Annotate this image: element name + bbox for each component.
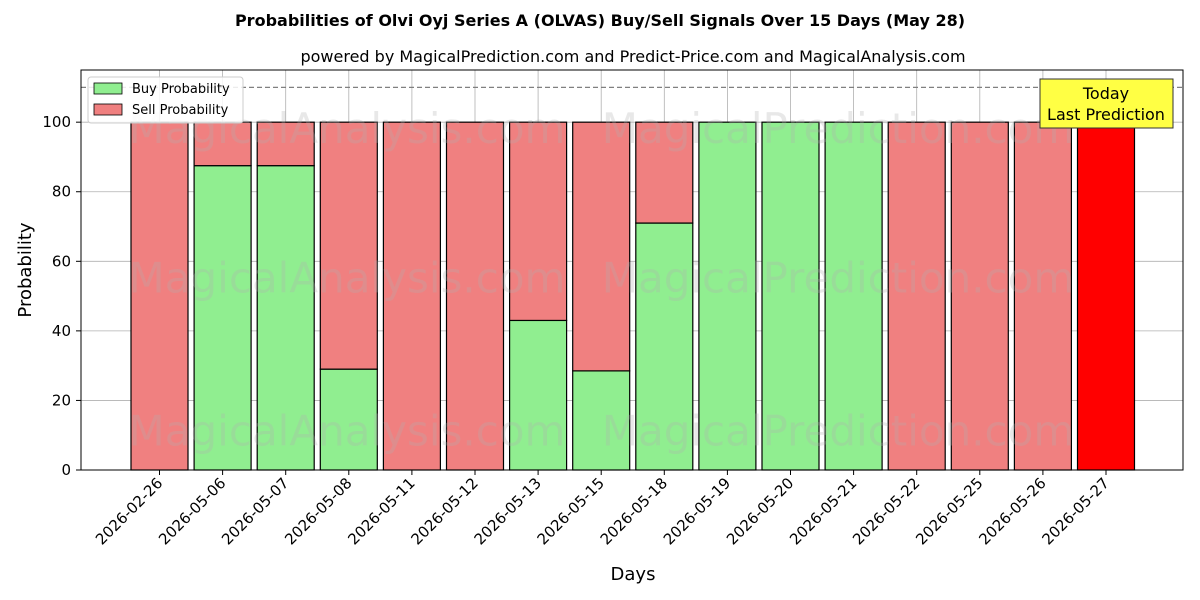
x-tick-label-13: 2026-05-25 [912, 474, 986, 548]
x-tick-label-5: 2026-05-12 [407, 474, 481, 548]
x-tick-label-12: 2026-05-22 [849, 474, 923, 548]
bar-buy-9 [698, 121, 757, 471]
watermark-1-a: MagicalAnalysis.com [129, 254, 566, 303]
y-tick-label-0: 0 [61, 461, 71, 479]
x-axis-label: Days [611, 564, 656, 585]
bar-buy-8 [635, 222, 694, 471]
bar-sell-6 [509, 121, 568, 322]
bar-buy-7 [572, 370, 631, 471]
y-tick-label-3: 60 [52, 252, 71, 270]
x-tick-label-14: 2026-05-26 [975, 474, 1049, 548]
watermark-2-b: MagicalPrediction.com [602, 407, 1075, 456]
x-tick-label-9: 2026-05-19 [660, 474, 734, 548]
y-tick-label-5: 100 [42, 113, 71, 131]
bar-sell-12 [887, 121, 946, 471]
annotation-line-1: Today [1082, 84, 1129, 103]
y-tick-label-4: 80 [52, 183, 71, 201]
plot-frame [80, 69, 1184, 471]
bar-buy-6 [509, 319, 568, 471]
y-axis-ticks: 0 20 40 60 80 100 [42, 113, 81, 479]
chart-subtitle: powered by MagicalPrediction.com and Pre… [300, 47, 965, 66]
x-tick-label-0: 2026-02-26 [92, 474, 166, 548]
bar-sell-15 [1076, 121, 1136, 471]
x-tick-label-8: 2026-05-18 [597, 474, 671, 548]
bar-buy-10 [761, 121, 820, 471]
legend-swatch-sell [93, 103, 123, 116]
y-tick-label-2: 40 [52, 322, 71, 340]
bar-sell-4 [382, 121, 441, 471]
x-tick-label-11: 2026-05-21 [786, 474, 860, 548]
legend-frame [87, 76, 244, 124]
watermark-2-a: MagicalAnalysis.com [129, 407, 566, 456]
x-tick-label-1: 2026-05-06 [155, 474, 229, 548]
x-axis-ticks: 2026-02-262026-05-062026-05-072026-05-08… [92, 470, 1113, 548]
bar-buy-11 [824, 121, 883, 471]
annotation-line-2: Last Prediction [1047, 105, 1165, 124]
x-tick-label-15: 2026-05-27 [1038, 474, 1112, 548]
watermark-0-b: MagicalPrediction.com [602, 104, 1075, 153]
y-axis-label: Probability [15, 222, 36, 317]
bar-sell-2 [256, 121, 315, 167]
bar-buy-3 [319, 368, 378, 471]
legend-label-sell: Sell Probability [132, 103, 229, 118]
bar-sell-13 [950, 121, 1009, 471]
annotation: Today Last Prediction [1039, 78, 1174, 129]
legend-swatch-buy [93, 82, 123, 95]
bars [130, 121, 1136, 471]
chart-title: Probabilities of Olvi Oyj Series A (OLVA… [235, 11, 965, 30]
annotation-box [1039, 78, 1174, 129]
watermarks: MagicalAnalysis.com MagicalPrediction.com… [129, 104, 1075, 456]
legend: Buy Probability Sell Probability [87, 76, 244, 124]
x-tick-label-2: 2026-05-07 [218, 474, 292, 548]
x-tick-label-6: 2026-05-13 [471, 474, 545, 548]
watermark-1-b: MagicalPrediction.com [602, 254, 1075, 303]
bar-sell-3 [319, 121, 378, 370]
bar-sell-14 [1013, 121, 1073, 471]
x-tick-label-10: 2026-05-20 [723, 474, 797, 548]
bar-sell-5 [445, 121, 505, 471]
y-tick-label-1: 20 [52, 391, 71, 409]
legend-label-buy: Buy Probability [132, 82, 230, 97]
x-tick-label-3: 2026-05-08 [281, 474, 355, 548]
x-tick-label-4: 2026-05-11 [344, 474, 418, 548]
bar-sell-8 [635, 121, 694, 224]
bar-sell-7 [572, 121, 631, 372]
bar-sell-1 [193, 121, 252, 167]
x-tick-label-7: 2026-05-15 [534, 474, 608, 548]
